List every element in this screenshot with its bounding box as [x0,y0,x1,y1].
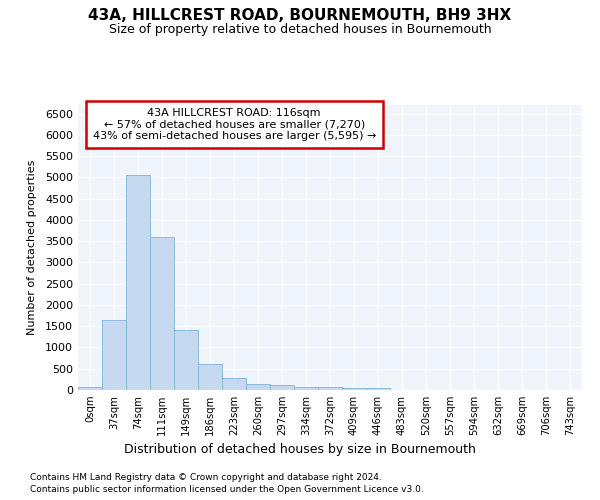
Text: Size of property relative to detached houses in Bournemouth: Size of property relative to detached ho… [109,22,491,36]
Bar [102,320,126,390]
Text: Contains public sector information licensed under the Open Government Licence v3: Contains public sector information licen… [30,485,424,494]
Bar [342,388,366,390]
Bar [318,388,342,390]
Text: 43A HILLCREST ROAD: 116sqm
← 57% of detached houses are smaller (7,270)
43% of s: 43A HILLCREST ROAD: 116sqm ← 57% of deta… [92,108,376,141]
Bar [366,388,390,390]
Bar [150,237,174,390]
Bar [294,386,318,390]
Bar [78,387,102,390]
Bar [246,384,270,390]
Text: Contains HM Land Registry data © Crown copyright and database right 2024.: Contains HM Land Registry data © Crown c… [30,472,382,482]
Bar [174,330,198,390]
Bar [126,175,150,390]
Y-axis label: Number of detached properties: Number of detached properties [26,160,37,335]
Bar [270,385,294,390]
Bar [198,364,222,390]
Bar [222,378,246,390]
Text: Distribution of detached houses by size in Bournemouth: Distribution of detached houses by size … [124,442,476,456]
Text: 43A, HILLCREST ROAD, BOURNEMOUTH, BH9 3HX: 43A, HILLCREST ROAD, BOURNEMOUTH, BH9 3H… [88,8,512,22]
